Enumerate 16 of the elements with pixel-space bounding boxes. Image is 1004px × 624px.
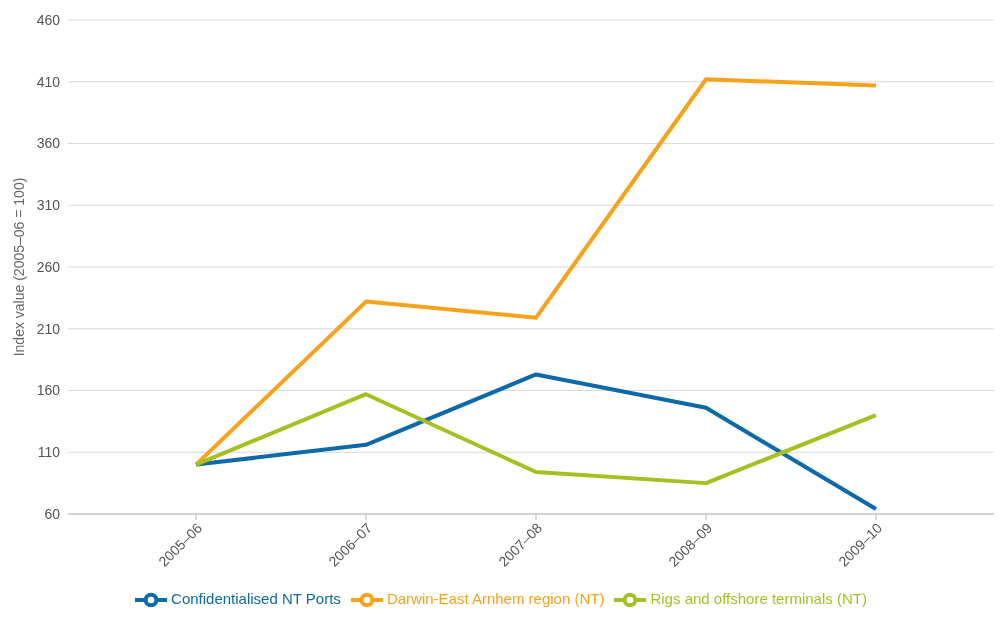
y-tick-label: 210 <box>36 320 61 337</box>
y-tick-label: 160 <box>36 382 61 399</box>
line-series <box>194 372 878 512</box>
legend-label: Confidentialised NT Ports <box>171 589 341 607</box>
y-tick-label: 260 <box>36 258 61 275</box>
legend-label: Rigs and offshore terminals (NT) <box>650 589 867 607</box>
y-tick-label: 110 <box>37 444 61 461</box>
line-series <box>194 392 878 486</box>
y-axis-title: Index value (2005–06 = 100) <box>10 177 27 357</box>
legend-label: Darwin-East Arnhem region (NT) <box>386 589 605 607</box>
y-tick-label: 60 <box>44 505 61 522</box>
line-series <box>194 77 878 467</box>
y-tick-label: 360 <box>36 135 61 152</box>
y-tick-label: 410 <box>36 73 61 90</box>
y-tick-label: 310 <box>36 197 61 214</box>
y-tick-label: 460 <box>36 11 61 28</box>
